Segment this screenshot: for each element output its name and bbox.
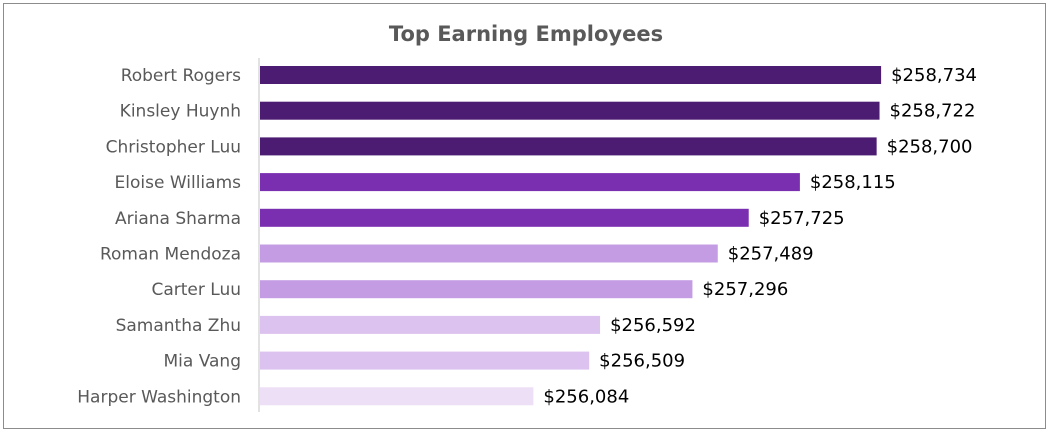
value-label-3: $258,115 [810,172,896,193]
value-label-0: $258,734 [891,65,977,86]
category-label-4: Ariana Sharma [115,209,241,229]
value-labels: $258,734 $258,722 $258,700 $258,115 $257,725… [543,65,977,407]
value-label-2: $258,700 [887,136,973,157]
value-label-6: $257,296 [702,279,788,300]
bar-8 [260,351,590,370]
category-label-3: Eloise Williams [115,173,242,193]
value-label-7: $256,592 [610,315,696,336]
bar-1 [260,101,880,120]
value-label-8: $256,509 [599,351,685,372]
bar-0 [260,66,882,84]
bar-9 [260,387,534,406]
bar-7 [260,315,601,334]
bar-5 [260,244,718,263]
category-labels: Robert Rogers Kinsley Huynh Christopher Lu… [77,66,241,407]
bars-group [260,66,882,406]
value-label-5: $257,489 [728,244,814,265]
bar-3 [260,173,800,192]
value-label-9: $256,084 [543,386,629,407]
category-label-6: Carter Luu [151,280,241,300]
category-label-8: Mia Vang [163,352,241,372]
category-label-7: Samantha Zhu [116,316,241,336]
category-label-2: Christopher Luu [106,137,241,157]
category-label-1: Kinsley Huynh [120,102,241,122]
bar-4 [260,208,749,227]
category-label-9: Harper Washington [77,387,241,407]
chart-title: Top Earning Employees [389,22,663,46]
category-label-0: Robert Rogers [121,66,241,86]
value-label-4: $257,725 [759,208,845,229]
bar-6 [260,280,693,299]
value-label-1: $258,722 [890,101,976,122]
bar-2 [260,137,877,156]
category-label-5: Roman Mendoza [100,245,241,265]
